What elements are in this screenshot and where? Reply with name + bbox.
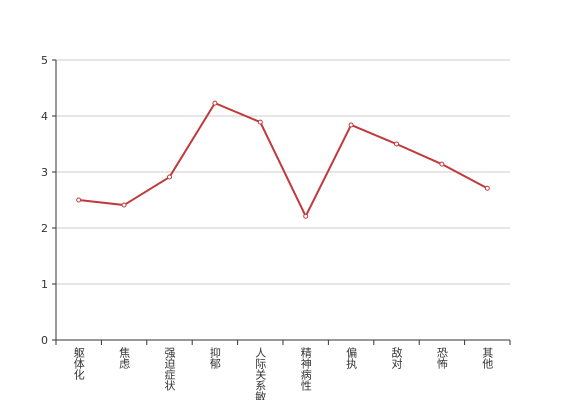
y-tick-label: 0: [41, 334, 48, 347]
x-tick-label: 其他: [481, 347, 494, 369]
x-tick-label: 抑郁: [208, 346, 221, 369]
y-tick-label: 4: [41, 110, 48, 123]
point: [212, 100, 218, 106]
line: [78, 101, 488, 219]
x-tick-label: 人际关系敏感: [254, 347, 267, 400]
x-tick-label: 强迫症状: [163, 347, 176, 391]
x-tick-label: 恐怖: [435, 347, 448, 369]
point: [394, 141, 399, 147]
y-tick-label: 1: [41, 278, 48, 291]
x-tick-label: 躯体化: [72, 347, 85, 381]
point: [76, 197, 82, 203]
point: [439, 161, 445, 167]
x-tick-label: 精神病性: [299, 347, 312, 392]
y-tick-label: 2: [41, 222, 48, 235]
point: [167, 174, 172, 180]
y-tick-label: 3: [41, 166, 48, 179]
x-tick-label: 敌对: [390, 346, 403, 369]
x-tick-label: 偏执: [345, 346, 358, 370]
point: [121, 202, 127, 208]
point: [484, 185, 490, 191]
point: [257, 119, 263, 125]
y-tick-label: 5: [41, 54, 48, 67]
x-tick-label: 焦虑: [118, 347, 131, 369]
point: [348, 122, 354, 128]
point: [303, 213, 309, 219]
